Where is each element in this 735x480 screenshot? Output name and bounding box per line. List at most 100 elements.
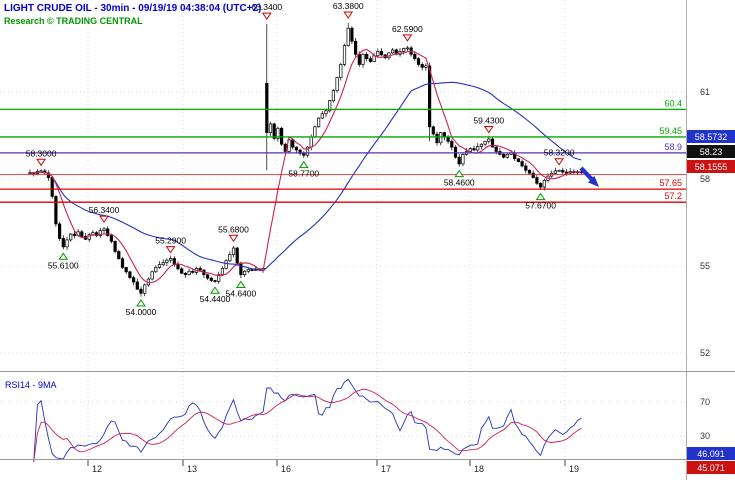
- pivot-low-triangle-icon: [136, 299, 146, 307]
- candle-body: [239, 262, 243, 276]
- candle-body: [542, 180, 546, 188]
- candle-body: [487, 138, 491, 142]
- candles-layer: [28, 22, 583, 297]
- candle-body: [561, 169, 565, 173]
- candle-body: [531, 172, 535, 178]
- candle-body: [280, 127, 284, 145]
- candle-body: [479, 143, 483, 147]
- level-label: 58.9: [664, 142, 682, 152]
- candle-body: [476, 146, 480, 151]
- pivot-high-triangle-icon: [165, 246, 176, 254]
- pivot-high-triangle-icon: [483, 126, 494, 134]
- candle-body: [428, 65, 432, 128]
- candle-body: [524, 165, 528, 171]
- moving-averages-layer: [29, 48, 582, 284]
- price-badge: [687, 461, 735, 474]
- price-badge: [687, 160, 735, 173]
- candle-body: [405, 47, 409, 50]
- pivot-high-label: 58.3000: [26, 148, 57, 158]
- ma-slow-line: [29, 81, 582, 272]
- chart-title: LIGHT CRUDE OIL - 30min - 09/19/19 04:38…: [4, 3, 262, 14]
- price-badge: [687, 145, 735, 158]
- price-badge: [687, 130, 735, 143]
- candle-body: [187, 270, 191, 276]
- candle-body: [217, 274, 221, 282]
- candle-body: [520, 161, 524, 167]
- pivots-layer: 58.3000 55.6100 56.3400 54.0000 55.2900 54.44…: [26, 1, 599, 317]
- candle-body: [538, 183, 543, 188]
- level-label: 57.2: [664, 191, 682, 201]
- candle-body: [346, 27, 350, 46]
- candle-body: [313, 126, 317, 138]
- pivot-high-label: 55.6800: [218, 224, 249, 234]
- price-badge-value: 45.071: [697, 463, 725, 473]
- candle-body: [113, 241, 117, 252]
- candle-body: [265, 82, 269, 133]
- candle-body: [365, 53, 369, 59]
- candle-body: [139, 288, 143, 294]
- day-label: 19: [569, 464, 579, 474]
- pivot-high-label: 63.3800: [333, 1, 364, 11]
- candle-body: [161, 262, 165, 265]
- forecast-arrow-icon: [579, 166, 594, 181]
- candle-body: [324, 110, 328, 115]
- candle-body: [231, 247, 236, 255]
- pivot-low-triangle-icon: [535, 192, 546, 201]
- day-label: 12: [92, 464, 102, 474]
- candle-body: [183, 272, 187, 276]
- candle-body: [342, 45, 347, 65]
- day-label: 18: [474, 464, 484, 474]
- candle-body: [124, 267, 128, 273]
- pivot-high-triangle-icon: [228, 234, 239, 243]
- candle-body: [516, 158, 521, 162]
- candle-body: [50, 177, 54, 197]
- candle-body: [276, 127, 280, 139]
- pivot-high-triangle-icon: [402, 34, 413, 42]
- candle-body: [339, 64, 343, 78]
- candle-body: [191, 270, 195, 273]
- forecast-arrowhead-icon: [588, 176, 599, 187]
- candle-body: [320, 113, 324, 119]
- candle-body: [228, 254, 232, 262]
- candle-body: [505, 154, 509, 158]
- candle-body: [368, 58, 372, 62]
- candle-body: [402, 48, 406, 52]
- level-label: 57.65: [659, 178, 682, 188]
- candle-body: [61, 238, 65, 248]
- pivot-low-triangle-icon: [58, 252, 69, 260]
- candle-body: [391, 49, 395, 54]
- candle-body: [98, 230, 102, 236]
- pivot-low-label: 55.6100: [48, 260, 79, 270]
- price-axis-label: 55: [700, 261, 710, 271]
- candle-body: [209, 277, 213, 281]
- price-badge: [687, 447, 735, 460]
- candle-body: [527, 169, 532, 174]
- candle-body: [54, 196, 58, 225]
- candle-body: [420, 64, 424, 68]
- pivot-high-label: 56.3400: [89, 205, 120, 215]
- price-axis-label: 61: [700, 87, 710, 97]
- candle-body: [413, 53, 417, 59]
- levels-layer: 60.4 59.45 58.9 57.65 57.2: [0, 98, 686, 203]
- gridlines: [0, 0, 686, 459]
- research-branding: Research © TRADING CENTRAL: [4, 16, 143, 26]
- pivot-high-triangle-icon: [99, 215, 109, 224]
- candle-body: [446, 136, 450, 142]
- pivot-high-label: 59.4300: [473, 116, 504, 126]
- candle-body: [305, 146, 310, 156]
- candle-body: [416, 58, 421, 65]
- candle-body: [494, 146, 498, 152]
- candle-body: [335, 77, 339, 91]
- pivot-high-label: 55.2900: [155, 236, 186, 246]
- day-label: 13: [187, 464, 197, 474]
- candle-body: [135, 281, 139, 290]
- candle-body: [198, 267, 202, 271]
- pivot-low-label: 54.0000: [126, 307, 157, 317]
- candle-body: [502, 154, 506, 158]
- candle-body: [450, 140, 454, 148]
- candle-body: [150, 271, 154, 280]
- candle-body: [206, 274, 210, 279]
- candle-body: [157, 264, 162, 268]
